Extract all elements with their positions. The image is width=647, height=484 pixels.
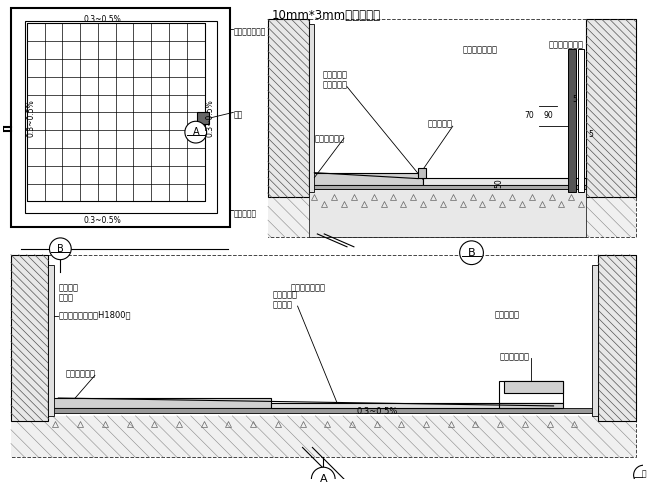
Bar [197, 113, 208, 125]
Text: 0.3~0.5%: 0.3~0.5% [84, 15, 122, 24]
Circle shape [633, 465, 647, 484]
Text: 根据水温型号: 根据水温型号 [499, 352, 529, 361]
Text: 防水层翻过（墙面H1800）: 防水层翻过（墙面H1800） [58, 309, 131, 318]
Bar [268, 193, 635, 238]
Bar [271, 403, 558, 408]
Bar [423, 178, 586, 185]
Bar [49, 398, 271, 408]
Bar [598, 255, 635, 421]
Text: 石材流水槽底座: 石材流水槽底座 [234, 27, 266, 36]
Text: 0.3~0.5%: 0.3~0.5% [206, 99, 215, 137]
Bar [309, 173, 423, 185]
Bar [25, 22, 217, 214]
Bar [499, 403, 564, 408]
Circle shape [459, 242, 483, 265]
Circle shape [311, 467, 335, 484]
Bar [423, 178, 586, 185]
Bar [271, 403, 558, 408]
Bar [268, 20, 635, 238]
Text: 半圆防滑槽
抛光处理: 半圆防滑槽 抛光处理 [273, 290, 298, 309]
Bar [49, 408, 598, 413]
Text: 5: 5 [572, 95, 576, 104]
Text: A: A [320, 473, 327, 483]
Bar [309, 185, 586, 190]
Text: 根据石材排板: 根据石材排板 [314, 134, 344, 143]
Text: 半圆防滑槽
淋浴房底座: 半圆防滑槽 淋浴房底座 [322, 70, 347, 89]
Text: 石材挡水条: 石材挡水条 [428, 119, 453, 128]
Text: 0.3~0.5%: 0.3~0.5% [84, 215, 122, 225]
Text: 石材挡水条: 石材挡水条 [234, 209, 256, 218]
Text: B: B [468, 247, 476, 257]
Text: 成品淋浴房移门: 成品淋浴房移门 [549, 40, 584, 49]
Text: 5: 5 [589, 129, 593, 138]
Text: 0.3~0.5%: 0.3~0.5% [27, 99, 36, 137]
Text: 0.3~0.5%: 0.3~0.5% [357, 406, 399, 415]
Text: 70: 70 [524, 111, 534, 120]
Bar [586, 20, 635, 198]
Bar [27, 24, 204, 202]
Text: B: B [57, 243, 63, 253]
Bar [504, 381, 564, 393]
Text: 50: 50 [495, 178, 504, 188]
Text: 根据石材排板: 根据石材排板 [65, 369, 95, 378]
Text: 详: 详 [641, 469, 646, 478]
Bar [11, 255, 49, 421]
Bar [504, 381, 564, 393]
Text: 石材墙面
灰浆层: 石材墙面 灰浆层 [58, 283, 78, 302]
Bar [578, 50, 584, 193]
Text: 90: 90 [543, 111, 553, 120]
Bar [418, 168, 426, 178]
Bar [592, 265, 598, 416]
Bar [309, 25, 314, 193]
Bar [11, 9, 230, 227]
Bar [49, 265, 54, 416]
Bar [568, 50, 576, 193]
Bar [11, 255, 635, 457]
Bar [309, 190, 586, 238]
Bar [49, 398, 271, 408]
Text: 石材流水槽: 石材流水槽 [494, 309, 520, 318]
Bar [268, 20, 309, 198]
Bar [11, 416, 635, 457]
Circle shape [49, 239, 71, 260]
Text: 地漏: 地漏 [234, 110, 243, 119]
Bar [268, 193, 635, 238]
Text: 石材淋浴房底座: 石材淋浴房底座 [291, 283, 325, 292]
Bar [309, 173, 423, 185]
Text: A: A [192, 127, 199, 137]
Text: 10mm*3mm半圆防滑槽: 10mm*3mm半圆防滑槽 [272, 9, 381, 22]
Text: 石材淋浴房底座: 石材淋浴房底座 [463, 45, 498, 54]
Circle shape [185, 122, 206, 144]
Bar [499, 381, 564, 403]
Bar [309, 185, 586, 190]
